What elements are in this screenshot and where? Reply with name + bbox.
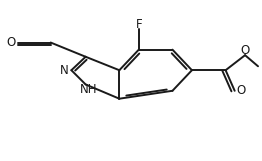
Text: O: O — [6, 36, 16, 49]
Text: O: O — [241, 44, 250, 57]
Text: N: N — [60, 64, 68, 77]
Text: F: F — [135, 18, 142, 31]
Text: O: O — [236, 84, 245, 97]
Text: NH: NH — [80, 83, 97, 96]
